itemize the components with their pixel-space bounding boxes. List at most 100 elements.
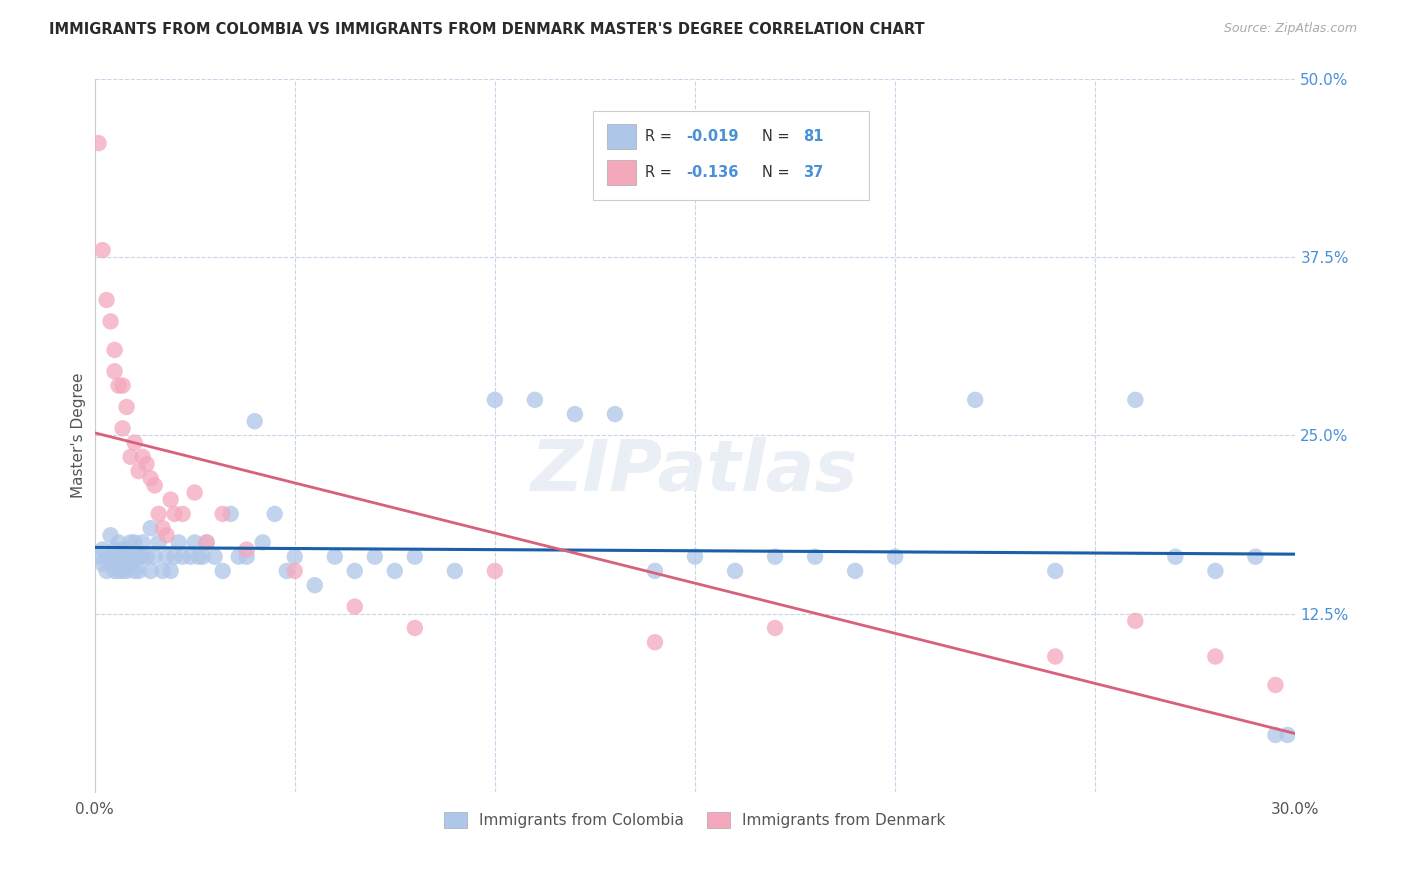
Point xyxy=(172,507,194,521)
Point xyxy=(152,521,174,535)
Point xyxy=(156,549,179,564)
FancyBboxPatch shape xyxy=(607,160,636,185)
Point xyxy=(644,564,666,578)
Point xyxy=(103,364,125,378)
Text: -0.136: -0.136 xyxy=(686,165,740,180)
Point xyxy=(195,535,218,549)
Point xyxy=(404,621,426,635)
Point xyxy=(1045,564,1067,578)
Point xyxy=(96,549,118,564)
Point xyxy=(323,549,346,564)
Point xyxy=(115,400,138,414)
Point xyxy=(100,528,122,542)
Point xyxy=(252,535,274,549)
Point xyxy=(167,535,190,549)
Text: IMMIGRANTS FROM COLOMBIA VS IMMIGRANTS FROM DENMARK MASTER'S DEGREE CORRELATION : IMMIGRANTS FROM COLOMBIA VS IMMIGRANTS F… xyxy=(49,22,925,37)
Point xyxy=(1164,549,1187,564)
Text: N =: N = xyxy=(762,129,794,145)
Point xyxy=(304,578,326,592)
Point xyxy=(183,535,205,549)
Text: R =: R = xyxy=(644,165,676,180)
Point xyxy=(115,564,138,578)
Point xyxy=(91,243,114,257)
Point xyxy=(120,450,142,464)
Point xyxy=(87,136,110,150)
Point xyxy=(180,549,202,564)
Point xyxy=(564,407,586,421)
Point xyxy=(211,507,233,521)
Point xyxy=(163,549,186,564)
Point xyxy=(443,564,465,578)
Point xyxy=(724,564,747,578)
Point xyxy=(284,564,307,578)
Point xyxy=(103,542,125,557)
Point xyxy=(87,549,110,564)
Point xyxy=(235,549,257,564)
Text: R =: R = xyxy=(644,129,676,145)
Point xyxy=(111,542,134,557)
Point xyxy=(235,542,257,557)
Point xyxy=(103,343,125,357)
Point xyxy=(263,507,285,521)
Point xyxy=(603,407,626,421)
Point xyxy=(107,564,129,578)
Point xyxy=(135,457,157,471)
Point xyxy=(111,564,134,578)
Point xyxy=(683,549,706,564)
Text: 37: 37 xyxy=(803,165,824,180)
Point xyxy=(1264,728,1286,742)
Point xyxy=(1264,678,1286,692)
Point xyxy=(115,557,138,571)
Text: ZIPatlas: ZIPatlas xyxy=(531,436,859,506)
Point xyxy=(204,549,226,564)
Point xyxy=(763,621,786,635)
Point xyxy=(91,542,114,557)
Point xyxy=(284,549,307,564)
Point xyxy=(1204,649,1226,664)
Point xyxy=(131,450,153,464)
Point xyxy=(124,535,146,549)
Point xyxy=(965,392,987,407)
Text: Source: ZipAtlas.com: Source: ZipAtlas.com xyxy=(1223,22,1357,36)
Point xyxy=(100,314,122,328)
Point xyxy=(148,535,170,549)
Point xyxy=(128,549,150,564)
Point xyxy=(135,549,157,564)
Point xyxy=(523,392,546,407)
Point xyxy=(124,549,146,564)
Point xyxy=(195,535,218,549)
Point xyxy=(1123,614,1146,628)
Point xyxy=(128,464,150,478)
FancyBboxPatch shape xyxy=(607,124,636,149)
Point xyxy=(159,564,181,578)
Point xyxy=(139,564,162,578)
Point xyxy=(163,507,186,521)
FancyBboxPatch shape xyxy=(593,112,869,200)
Point xyxy=(343,564,366,578)
Point xyxy=(243,414,266,428)
Point xyxy=(211,564,233,578)
Point xyxy=(120,557,142,571)
Point xyxy=(139,471,162,485)
Point xyxy=(384,564,406,578)
Point xyxy=(183,485,205,500)
Point xyxy=(143,478,166,492)
Point xyxy=(1204,564,1226,578)
Point xyxy=(107,557,129,571)
Point xyxy=(187,549,209,564)
Point xyxy=(124,564,146,578)
Point xyxy=(124,435,146,450)
Point xyxy=(1244,549,1267,564)
Text: -0.019: -0.019 xyxy=(686,129,740,145)
Legend: Immigrants from Colombia, Immigrants from Denmark: Immigrants from Colombia, Immigrants fro… xyxy=(439,806,952,834)
Point xyxy=(191,549,214,564)
Point xyxy=(148,507,170,521)
Point xyxy=(115,542,138,557)
Point xyxy=(1277,728,1299,742)
Point xyxy=(100,557,122,571)
Point xyxy=(111,421,134,435)
Point xyxy=(804,549,827,564)
Point xyxy=(884,549,907,564)
Point xyxy=(115,549,138,564)
Point xyxy=(152,564,174,578)
